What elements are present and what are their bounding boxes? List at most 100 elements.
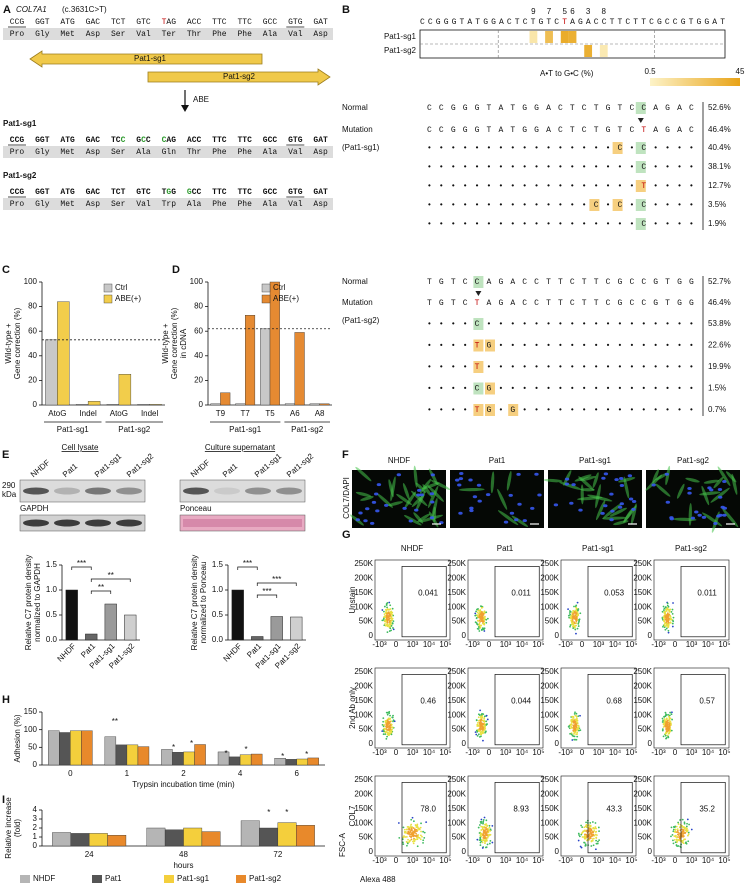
flow-event	[573, 735, 576, 738]
x-tick-label: 10⁴	[516, 640, 529, 649]
flow-event	[589, 830, 592, 833]
flow-event	[482, 723, 485, 726]
read-percentage: 38.1%	[708, 162, 731, 171]
amino-acid: Pro	[10, 30, 25, 39]
flow-event	[576, 601, 579, 604]
flow-event	[481, 828, 484, 831]
bar	[52, 832, 71, 847]
row-label: Normal	[342, 277, 368, 286]
nucleus	[669, 517, 674, 521]
codon: GTG	[288, 136, 303, 145]
bar	[146, 827, 166, 847]
flow-event	[392, 628, 395, 631]
flow-event	[662, 616, 665, 619]
bar	[294, 332, 305, 406]
amino-acid: Asp	[313, 200, 328, 209]
flow-event	[476, 627, 479, 630]
flow-event	[666, 604, 669, 607]
y-tick-label: 0	[648, 847, 653, 856]
flow-event	[478, 839, 481, 842]
flow-event	[383, 613, 386, 615]
y-tick-label: 200K	[540, 790, 559, 799]
y-tick-label: 250K	[633, 559, 652, 568]
y-tick-label: 0.5	[212, 610, 224, 619]
nucleus	[609, 518, 614, 522]
blot-band	[214, 487, 240, 495]
flow-event	[480, 835, 483, 838]
nucleus	[564, 477, 570, 481]
flow-event	[386, 631, 389, 634]
flow-event	[480, 818, 483, 821]
flow-event	[481, 730, 484, 733]
flow-event	[666, 730, 668, 733]
nucleus	[537, 493, 542, 497]
flow-event	[681, 818, 684, 821]
codon: TTC	[237, 18, 252, 27]
flow-event	[664, 732, 667, 735]
flow-event	[485, 833, 488, 835]
heatmap-cell	[584, 45, 593, 57]
col7-signal	[404, 515, 422, 526]
y-tick-label: 2	[33, 823, 38, 832]
flow-event	[664, 616, 667, 619]
flow-event	[416, 829, 419, 831]
col7-signal	[574, 474, 592, 482]
legend-label: Ctrl	[115, 283, 128, 292]
significance-bracket	[90, 590, 112, 594]
nucleus	[530, 506, 535, 510]
flow-event	[682, 842, 685, 845]
flow-event	[583, 836, 586, 839]
nucleus	[458, 511, 463, 515]
y-tick-label: 200K	[633, 682, 652, 691]
flow-event	[484, 725, 486, 728]
flow-event	[576, 731, 579, 734]
flow-event	[486, 839, 488, 842]
bar	[285, 759, 297, 766]
flow-event	[410, 818, 413, 821]
flow-event	[390, 726, 393, 728]
significance-label: *	[245, 745, 248, 754]
edit-position: 3	[586, 7, 591, 16]
flow-event	[573, 720, 576, 723]
y-axis-title: normalized to GAPDH	[33, 563, 42, 642]
x-tick-label: 10⁵	[625, 748, 637, 757]
y-tick-label: 150K	[447, 588, 466, 597]
nucleus	[631, 499, 637, 503]
flow-event	[475, 733, 478, 736]
y-tick-label: 60	[28, 326, 37, 335]
gate-value: 0.011	[697, 589, 717, 598]
codon: GCC	[263, 18, 278, 27]
legend-swatch	[103, 283, 113, 293]
flow-event	[403, 835, 405, 837]
bar	[57, 301, 70, 406]
bar	[244, 315, 256, 406]
flow-event	[687, 834, 689, 837]
codon: GCC	[263, 136, 278, 145]
flow-event	[671, 625, 674, 628]
flow-event	[664, 625, 667, 628]
col7-signal	[388, 479, 394, 498]
flow-event	[666, 728, 669, 731]
flow-event	[479, 837, 482, 840]
edit-position: 5	[562, 7, 567, 16]
nucleus	[687, 487, 692, 491]
y-tick-label: 100K	[540, 602, 559, 611]
y-tick-label: 150K	[633, 804, 652, 813]
flow-event	[475, 729, 478, 732]
flow-event	[480, 624, 483, 627]
flow-event	[575, 607, 578, 610]
gate-value: 78.0	[420, 805, 436, 814]
y-axis-title: Relative increase	[4, 797, 13, 859]
nucleus	[614, 478, 619, 482]
heatmap-cell	[529, 31, 538, 43]
y-tick-label: 20	[194, 376, 203, 385]
flow-event	[666, 612, 669, 615]
flow-event	[409, 825, 412, 828]
col7-signal	[703, 479, 720, 484]
y-tick-label: 250K	[633, 775, 652, 784]
codon: TTC	[237, 136, 252, 145]
flow-event	[488, 834, 491, 836]
flow-event	[486, 843, 489, 846]
flow-event	[575, 619, 578, 622]
y-axis-title: Relative C7 protein density	[190, 555, 199, 651]
